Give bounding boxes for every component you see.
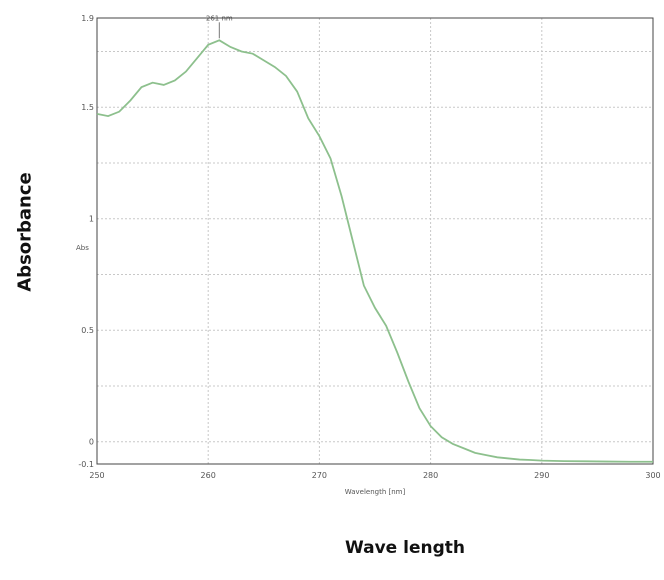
y-tick-label: 1	[89, 215, 94, 224]
y-tick-label: 0.5	[81, 326, 94, 335]
y-tick-label: -0.1	[78, 460, 94, 469]
y-tick-label: 1.5	[81, 103, 94, 112]
absorbance-series-line	[96, 39, 653, 463]
y-tick-label: 0	[89, 438, 94, 447]
x-tick-label: 300	[645, 471, 660, 480]
y-tick-label: 1.9	[81, 14, 94, 23]
x-tick-label: 270	[312, 471, 327, 480]
grid	[97, 18, 653, 464]
x-tick-label: 250	[89, 471, 104, 480]
x-tick-label: 260	[201, 471, 216, 480]
peak-annotation-label: 261 nm	[206, 14, 233, 22]
outer-x-axis-label: Wave length	[344, 538, 465, 558]
inner-y-axis-label: Abs	[76, 244, 89, 252]
tick-labels: 250 260 270 280 290 300 1.9 1.5 1 0.5 0 -0.1	[78, 14, 660, 480]
x-tick-label: 280	[423, 471, 438, 480]
x-tick-label: 290	[534, 471, 549, 480]
inner-x-axis-label: Wavelength [nm]	[345, 488, 406, 496]
plot-frame	[96, 17, 654, 465]
